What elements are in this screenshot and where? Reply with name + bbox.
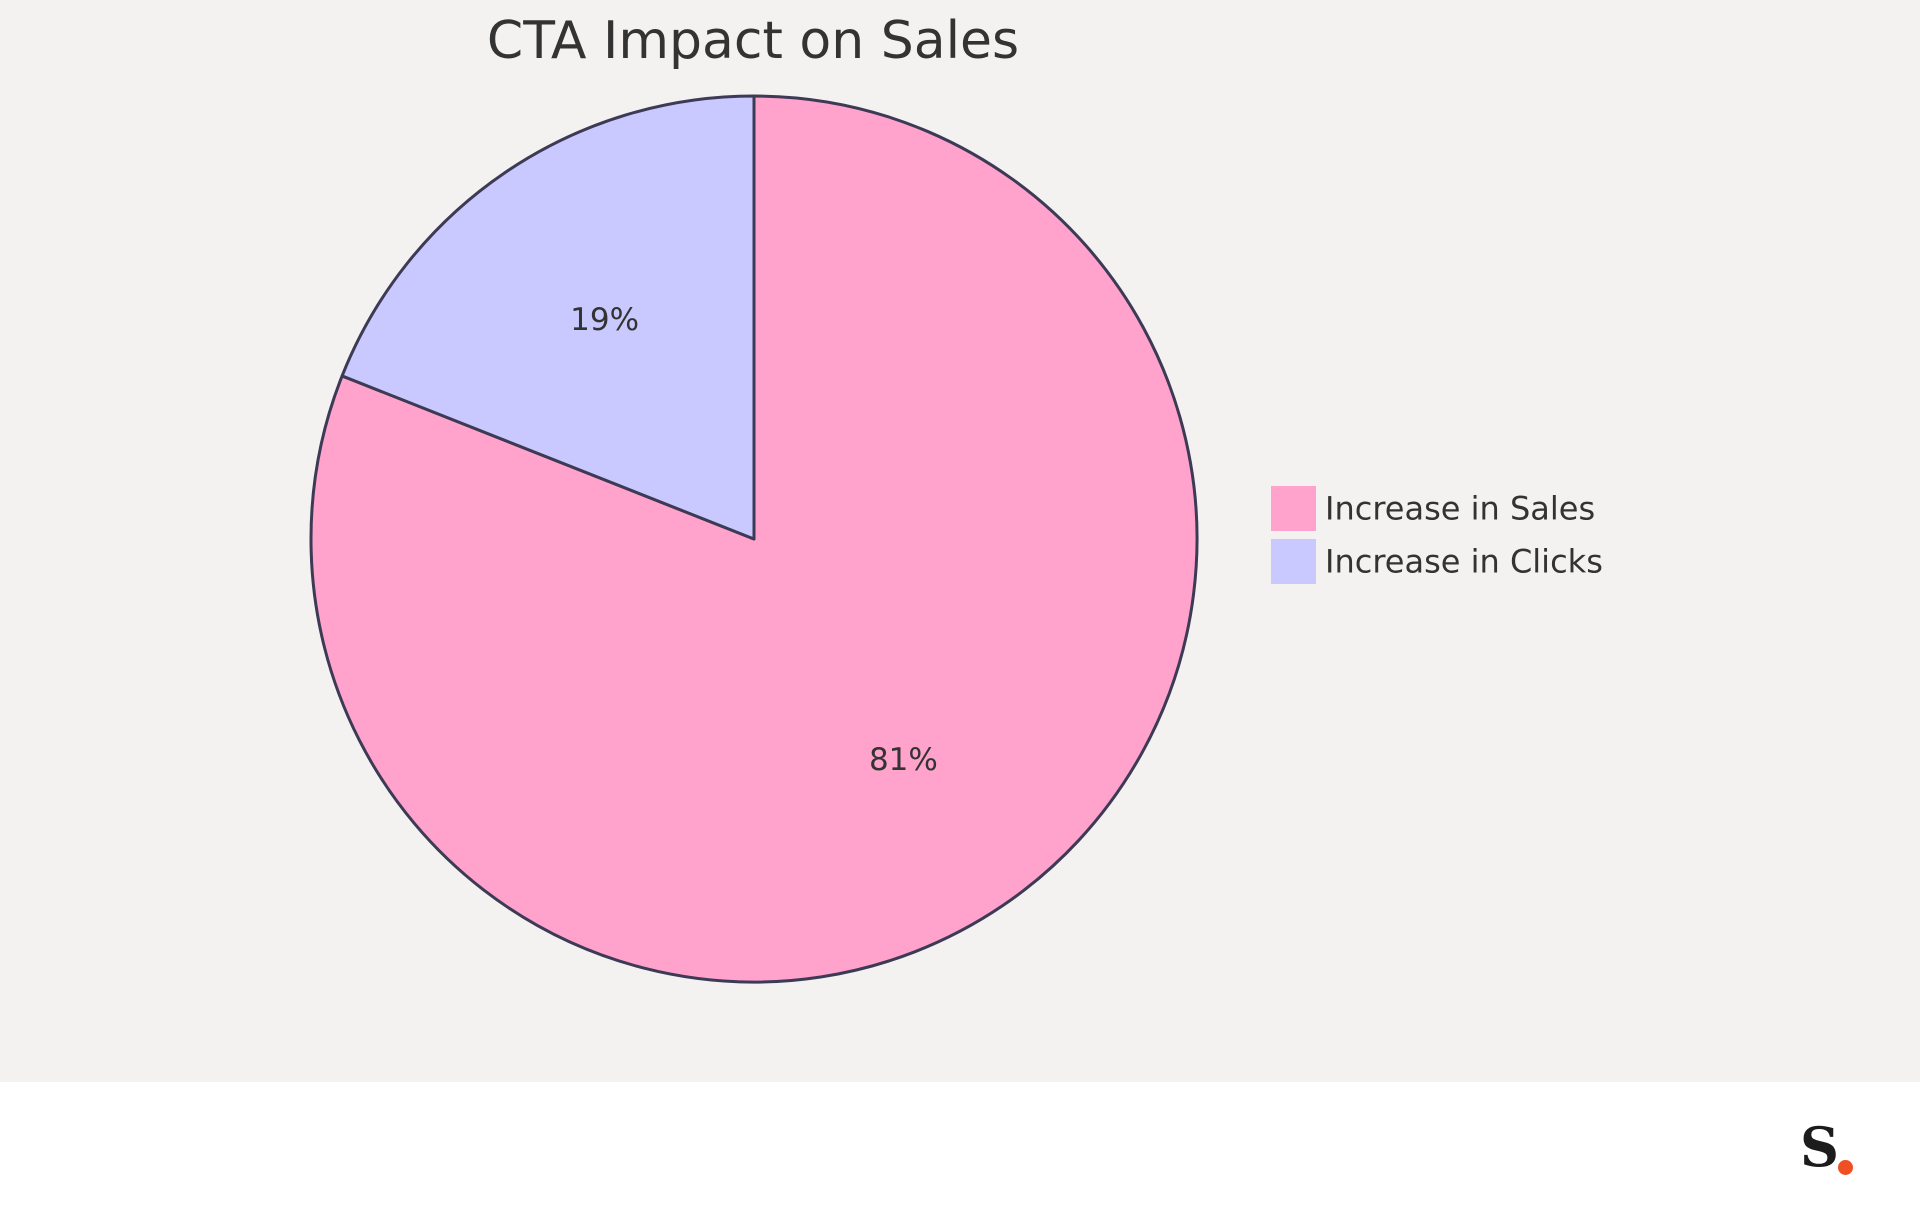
footer [0,1082,1920,1215]
pie-chart: CTA Impact on Sales 81% 19% Increase in S… [309,11,1603,984]
legend-swatch-0 [1271,486,1316,531]
legend: Increase in Sales Increase in Clicks [1271,486,1603,584]
slice-label-0: 81% [869,742,938,778]
logo-letter: S [1800,1115,1839,1179]
pie-slice-1 [340,94,756,541]
slice-label-1: 19% [570,302,639,338]
legend-label-0: Increase in Sales [1325,490,1595,528]
logo-dot [1838,1160,1853,1175]
pie-slices [309,94,1199,984]
chart-title: CTA Impact on Sales [487,11,1019,71]
legend-swatch-1 [1271,539,1316,584]
chart-area: CTA Impact on Sales 81% 19% Increase in S… [0,0,1920,1082]
s-dot-logo-icon: S [1800,1120,1870,1178]
slice-labels: 81% 19% [570,302,938,778]
legend-label-1: Increase in Clicks [1325,543,1603,581]
